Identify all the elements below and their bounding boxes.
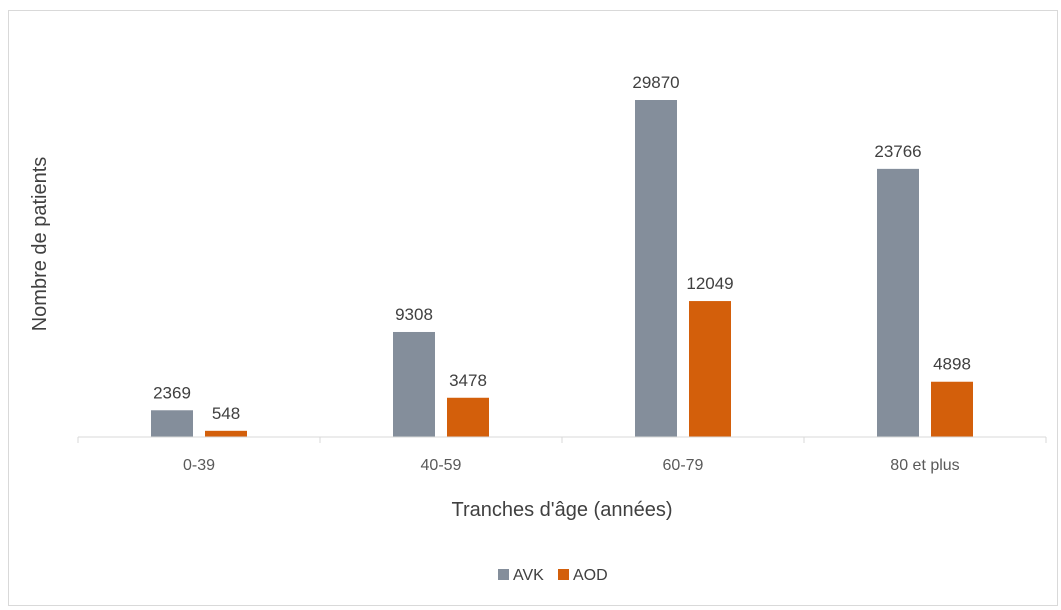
category-label: 80 et plus — [890, 457, 959, 474]
category-label: 40-59 — [421, 457, 462, 474]
bar-avk — [635, 100, 677, 437]
data-labels-group: 2369 548 9308 3478 29870 12049 23766 4898 — [153, 73, 971, 423]
bar-aod — [205, 430, 247, 437]
legend-swatch-avk — [498, 569, 509, 580]
x-axis-title: Tranches d'âge (années) — [452, 499, 673, 521]
bar-avk — [151, 410, 193, 437]
category-labels-group: 0-39 40-59 60-79 80 et plus — [183, 457, 960, 474]
legend-label: AVK — [513, 567, 544, 584]
data-label: 3478 — [449, 371, 487, 390]
data-label: 9308 — [395, 305, 433, 324]
category-label: 60-79 — [663, 457, 704, 474]
bar-aod — [689, 301, 731, 437]
data-label: 4898 — [933, 355, 971, 374]
bars-group — [151, 100, 973, 437]
x-ticks-group — [77, 437, 1047, 443]
bar-aod — [447, 397, 489, 437]
bar-avk — [393, 331, 435, 437]
data-label: 548 — [212, 404, 240, 423]
data-label: 23766 — [874, 142, 921, 161]
legend-swatch-aod — [558, 569, 569, 580]
category-label: 0-39 — [183, 457, 215, 474]
data-label: 29870 — [632, 73, 679, 92]
data-label: 12049 — [686, 274, 733, 293]
bar-avk — [877, 168, 919, 437]
bar-aod — [931, 381, 973, 437]
data-label: 2369 — [153, 383, 191, 402]
legend-label: AOD — [573, 567, 608, 584]
legend: AVK AOD — [498, 567, 608, 584]
y-axis-title: Nombre de patients — [29, 157, 51, 332]
